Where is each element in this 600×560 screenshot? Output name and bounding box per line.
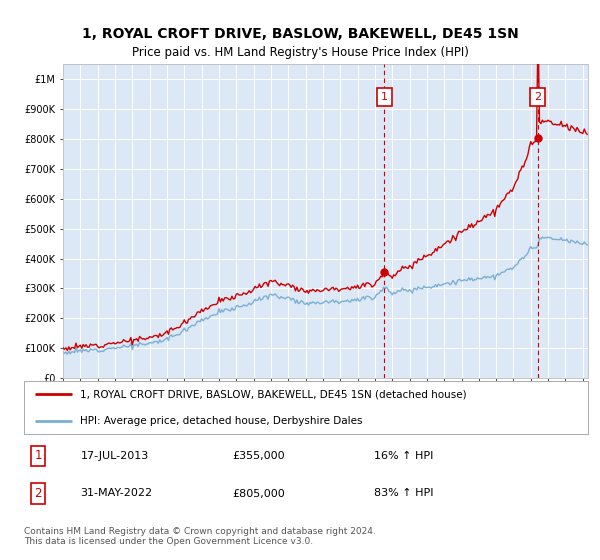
Text: 17-JUL-2013: 17-JUL-2013	[80, 451, 149, 461]
Text: 1: 1	[34, 449, 42, 462]
Text: 1, ROYAL CROFT DRIVE, BASLOW, BAKEWELL, DE45 1SN: 1, ROYAL CROFT DRIVE, BASLOW, BAKEWELL, …	[82, 26, 518, 40]
Text: 83% ↑ HPI: 83% ↑ HPI	[374, 488, 433, 498]
Text: HPI: Average price, detached house, Derbyshire Dales: HPI: Average price, detached house, Derb…	[80, 416, 363, 426]
Text: Contains HM Land Registry data © Crown copyright and database right 2024.
This d: Contains HM Land Registry data © Crown c…	[24, 526, 376, 546]
Text: 31-MAY-2022: 31-MAY-2022	[80, 488, 152, 498]
Text: 2: 2	[34, 487, 42, 500]
Text: Price paid vs. HM Land Registry's House Price Index (HPI): Price paid vs. HM Land Registry's House …	[131, 45, 469, 59]
Text: £805,000: £805,000	[233, 488, 286, 498]
Text: 1: 1	[381, 92, 388, 102]
Text: 16% ↑ HPI: 16% ↑ HPI	[374, 451, 433, 461]
Text: 2: 2	[535, 92, 541, 102]
Text: £355,000: £355,000	[233, 451, 286, 461]
Text: 1, ROYAL CROFT DRIVE, BASLOW, BAKEWELL, DE45 1SN (detached house): 1, ROYAL CROFT DRIVE, BASLOW, BAKEWELL, …	[80, 389, 467, 399]
